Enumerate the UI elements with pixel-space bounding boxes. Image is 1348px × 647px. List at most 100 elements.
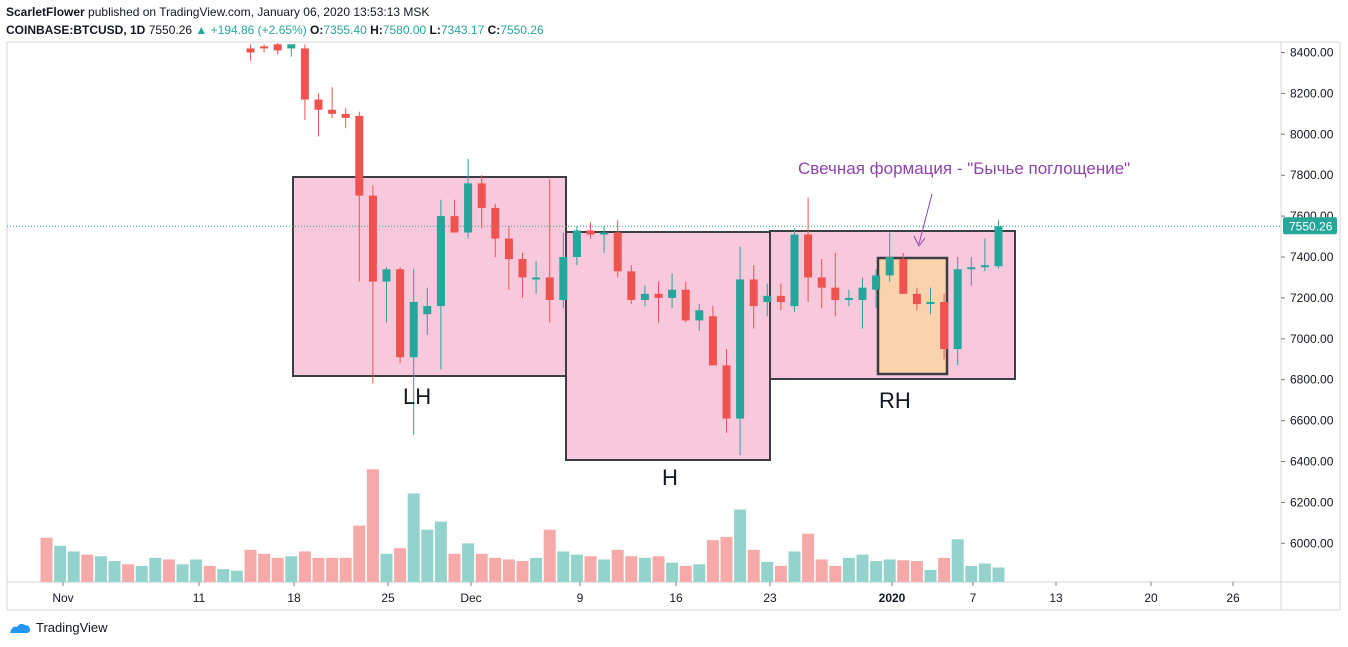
time-tick-label: 23 (763, 591, 777, 605)
volume-bar (135, 565, 148, 582)
candle-body (464, 183, 473, 233)
candle-body (518, 259, 527, 278)
candles (246, 43, 1003, 456)
candle-body (640, 293, 649, 300)
volume-bar (938, 557, 951, 582)
candle-body (912, 293, 921, 305)
volume-bar (625, 556, 638, 582)
footer-brand[interactable]: TradingView (8, 620, 108, 635)
volume-bar (734, 509, 747, 582)
price-tick-label: 7000.00 (1290, 332, 1334, 346)
price-tick-label: 6200.00 (1290, 495, 1334, 509)
time-tick-label: 11 (193, 591, 206, 605)
volume-bar (965, 565, 978, 582)
price-tick-label: 6000.00 (1290, 536, 1334, 550)
candle-body (572, 230, 581, 257)
candle-body (885, 257, 894, 276)
tradingview-logo-icon (10, 623, 30, 633)
time-tick-label: 13 (1049, 591, 1063, 605)
volume-bar (652, 556, 665, 582)
candle-body (763, 295, 772, 302)
volume-bar (298, 551, 311, 582)
time-tick-label: 2020 (879, 591, 906, 605)
time-tick-label: 9 (577, 591, 584, 605)
price-tick-label: 7800.00 (1290, 168, 1334, 182)
volume-bar (122, 564, 135, 582)
candle-body (436, 216, 445, 307)
volume-bar (584, 556, 597, 582)
candle-body (994, 226, 1003, 267)
price-axis[interactable]: 8400.008200.008000.007800.007600.007400.… (1281, 46, 1334, 551)
volume-bar (176, 564, 189, 582)
candle-body (844, 297, 853, 300)
symbol-label: COINBASE:BTCUSD, 1D (6, 23, 146, 37)
annotation-arrow (918, 193, 933, 245)
volume-bar (706, 540, 719, 582)
time-tick-label: 16 (669, 591, 683, 605)
volume-bar (40, 537, 53, 582)
time-axis[interactable]: Nov 11 18 25 Dec 9 16 23 2020 7 13 20 26 (52, 582, 1240, 605)
volume-bar (720, 536, 733, 582)
volume-bar (434, 521, 447, 582)
price-tick-label: 6800.00 (1290, 373, 1334, 387)
volume-bar (448, 553, 461, 582)
candle-body (967, 267, 976, 270)
close-label: C: (487, 23, 501, 37)
volume-bar (802, 533, 815, 582)
volume-bar (924, 569, 937, 582)
low-label: L: (429, 23, 441, 37)
volume-bar (244, 549, 257, 582)
volume-bar (788, 551, 801, 582)
candle-body (776, 295, 785, 302)
volume-bar (693, 564, 706, 582)
candle-body (926, 301, 935, 305)
last-price: 7550.26 (148, 23, 193, 37)
volume-bar (190, 559, 203, 582)
volume-bar (230, 570, 243, 582)
volume-bar (530, 557, 543, 582)
candle-body (940, 301, 949, 350)
time-tick-label: Nov (52, 591, 73, 605)
volume-bar (489, 557, 502, 582)
volume-bar (856, 554, 869, 582)
ohlc-line: COINBASE:BTCUSD, 1D 7550.26 ▲ +194.86 (+… (6, 21, 544, 39)
candle-body (953, 269, 962, 350)
volume-bar (475, 553, 488, 582)
candle-body (287, 44, 296, 49)
price-tick-label: 6400.00 (1290, 455, 1334, 469)
price-tick-label: 8000.00 (1290, 127, 1334, 141)
time-tick-label: 20 (1144, 591, 1158, 605)
volume-bar (992, 567, 1005, 582)
author-name[interactable]: ScarletFlower (6, 5, 85, 19)
volume-bar (462, 543, 475, 582)
candle-body (804, 234, 813, 278)
candle-body (681, 289, 690, 321)
price-tick-label: 7200.00 (1290, 291, 1334, 305)
volume-bar (761, 561, 774, 582)
price-tick-label: 6600.00 (1290, 414, 1334, 428)
volume-bar (162, 559, 175, 582)
candle-body (341, 113, 350, 118)
volume-bar (611, 549, 624, 582)
volume-bar (149, 557, 162, 582)
time-tick-label: 7 (970, 591, 977, 605)
candle-body (382, 269, 391, 282)
high-label: H: (370, 23, 383, 37)
volume-bar (285, 556, 298, 582)
volume-bar (394, 548, 407, 582)
candle-body (790, 234, 799, 307)
price-tick-label: 8200.00 (1290, 86, 1334, 100)
candle-body (600, 232, 609, 235)
last-price-tag-text: 7550.26 (1289, 219, 1333, 233)
volume-bar (829, 565, 842, 582)
brand-name: TradingView (36, 620, 108, 635)
volume-bar (870, 561, 883, 582)
candle-body (477, 183, 486, 208)
publish-line: ScarletFlower published on TradingView.c… (6, 3, 544, 21)
volume-bar (842, 557, 855, 582)
time-tick-label: 25 (381, 591, 395, 605)
chart-header: ScarletFlower published on TradingView.c… (6, 3, 544, 39)
volume-bar (978, 563, 991, 582)
volume-bar (516, 561, 529, 582)
